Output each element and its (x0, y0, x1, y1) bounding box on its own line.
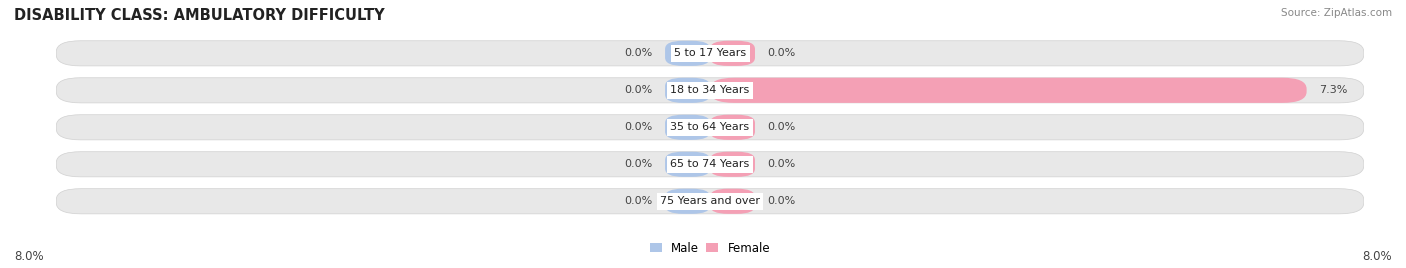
Text: 65 to 74 Years: 65 to 74 Years (671, 159, 749, 169)
FancyBboxPatch shape (710, 115, 755, 140)
FancyBboxPatch shape (710, 41, 755, 66)
Text: 0.0%: 0.0% (624, 48, 652, 58)
Text: 8.0%: 8.0% (14, 250, 44, 263)
FancyBboxPatch shape (665, 189, 710, 214)
FancyBboxPatch shape (56, 189, 1364, 214)
Text: 8.0%: 8.0% (1362, 250, 1392, 263)
Text: 5 to 17 Years: 5 to 17 Years (673, 48, 747, 58)
Text: 0.0%: 0.0% (624, 159, 652, 169)
Text: DISABILITY CLASS: AMBULATORY DIFFICULTY: DISABILITY CLASS: AMBULATORY DIFFICULTY (14, 8, 385, 23)
Text: 0.0%: 0.0% (624, 122, 652, 132)
Text: 35 to 64 Years: 35 to 64 Years (671, 122, 749, 132)
FancyBboxPatch shape (665, 115, 710, 140)
FancyBboxPatch shape (665, 152, 710, 177)
Text: 0.0%: 0.0% (624, 196, 652, 206)
Text: 7.3%: 7.3% (1319, 85, 1347, 95)
FancyBboxPatch shape (710, 189, 755, 214)
Text: 75 Years and over: 75 Years and over (659, 196, 761, 206)
FancyBboxPatch shape (710, 152, 755, 177)
Legend: Male, Female: Male, Female (650, 241, 770, 255)
FancyBboxPatch shape (56, 41, 1364, 66)
Text: Source: ZipAtlas.com: Source: ZipAtlas.com (1281, 8, 1392, 18)
Text: 18 to 34 Years: 18 to 34 Years (671, 85, 749, 95)
Text: 0.0%: 0.0% (768, 48, 796, 58)
FancyBboxPatch shape (665, 41, 710, 66)
Text: 0.0%: 0.0% (768, 122, 796, 132)
Text: 0.0%: 0.0% (768, 159, 796, 169)
FancyBboxPatch shape (665, 78, 710, 103)
FancyBboxPatch shape (56, 152, 1364, 177)
FancyBboxPatch shape (710, 78, 1306, 103)
Text: 0.0%: 0.0% (624, 85, 652, 95)
FancyBboxPatch shape (56, 78, 1364, 103)
FancyBboxPatch shape (56, 115, 1364, 140)
Text: 0.0%: 0.0% (768, 196, 796, 206)
